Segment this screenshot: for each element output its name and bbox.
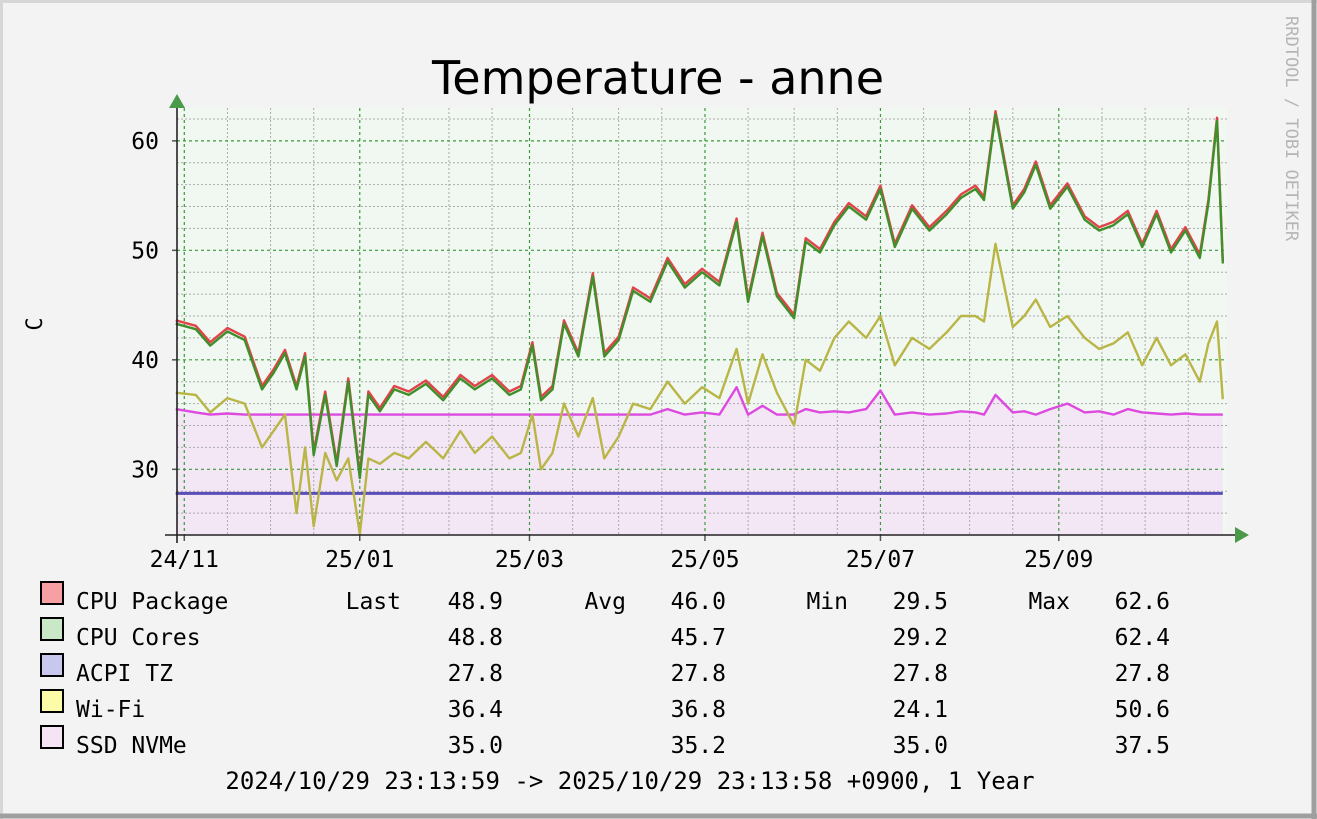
y-tick-labels: 30 40 50 60 (131, 129, 159, 483)
y-axis-label: C (23, 317, 48, 330)
x-tick-label: 25/01 (325, 547, 394, 573)
series-line-cpu-cores (175, 113, 1224, 480)
y-tick-label: 40 (131, 348, 159, 374)
x-tick-label: 25/07 (846, 547, 915, 573)
legend-swatch (40, 725, 64, 749)
legend-swatch (40, 581, 64, 605)
axes (165, 94, 1249, 543)
major-grid (172, 108, 1227, 541)
chart-title: Temperature - anne (431, 51, 884, 105)
legend-last-value: 48.8 (448, 625, 503, 651)
legend-swatch (40, 617, 64, 641)
legend-avg-value: 46.0 (671, 589, 726, 615)
legend-min-value: 27.8 (893, 661, 948, 687)
y-axis-arrow (169, 94, 185, 108)
legend-header-last: Last (346, 589, 401, 615)
watermark: RRDTOOL / TOBI OETIKER (1281, 16, 1301, 242)
series-lines (175, 110, 1224, 536)
legend-swatch (40, 653, 64, 677)
y-tick-label: 60 (131, 129, 159, 155)
x-tick-label: 24/11 (150, 547, 219, 573)
time-range: 2024/10/29 23:13:59 -> 2025/10/29 23:13:… (225, 767, 1034, 795)
legend-avg-value: 27.8 (671, 661, 726, 687)
legend-avg-value: 45.7 (671, 625, 726, 651)
legend-label: CPU Package (76, 589, 228, 615)
legend-min-value: 24.1 (893, 697, 948, 723)
legend-last-value: 35.0 (448, 733, 503, 759)
legend-min-value: 29.2 (893, 625, 948, 651)
x-tick-label: 25/09 (1024, 547, 1093, 573)
legend: CPU Package 48.9 46.0 29.5 62.6 Last Avg Min Max… (40, 581, 1170, 759)
x-axis-arrow (1235, 527, 1249, 543)
legend-label: ACPI TZ (76, 661, 173, 687)
x-tick-labels: 24/11 25/01 25/03 25/05 25/07 25/09 (150, 547, 1094, 573)
legend-label: SSD NVMe (76, 733, 187, 759)
legend-max-value: 62.6 (1115, 589, 1170, 615)
legend-avg-value: 36.8 (671, 697, 726, 723)
legend-max-value: 62.4 (1115, 625, 1170, 651)
plot-area: 30 40 50 60 24/11 25/01 25/03 25/05 25/07 25/09 (131, 94, 1249, 573)
legend-last-value: 48.9 (448, 589, 503, 615)
legend-min-value: 29.5 (893, 589, 948, 615)
legend-header-max: Max (1028, 589, 1070, 615)
legend-max-value: 37.5 (1115, 733, 1170, 759)
legend-header-min: Min (806, 589, 848, 615)
legend-max-value: 50.6 (1115, 697, 1170, 723)
legend-avg-value: 35.2 (671, 733, 726, 759)
y-tick-label: 50 (131, 238, 159, 264)
x-tick-label: 25/05 (670, 547, 739, 573)
series-line-wifi (175, 242, 1224, 536)
legend-swatch (40, 689, 64, 713)
legend-label: CPU Cores (76, 625, 201, 651)
ssd-fill-area (175, 387, 1223, 535)
legend-min-value: 35.0 (893, 733, 948, 759)
legend-max-value: 27.8 (1115, 661, 1170, 687)
legend-header-avg: Avg (584, 589, 626, 615)
x-tick-label: 25/03 (495, 547, 564, 573)
legend-last-value: 27.8 (448, 661, 503, 687)
y-tick-label: 30 (131, 457, 159, 483)
ssd-area (175, 387, 1223, 535)
legend-label: Wi-Fi (76, 697, 145, 723)
legend-last-value: 36.4 (448, 697, 503, 723)
